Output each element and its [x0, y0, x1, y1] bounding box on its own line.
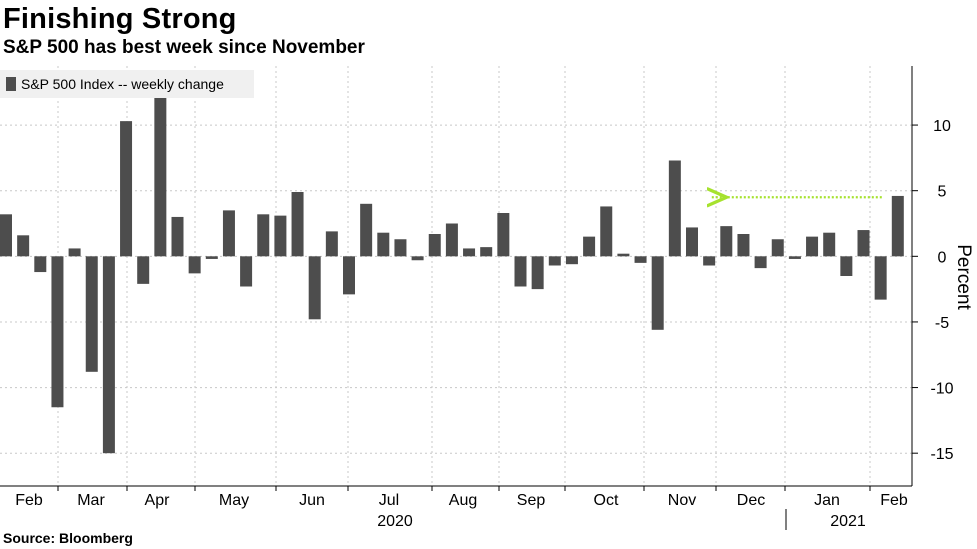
x-tick-label: May [219, 492, 249, 509]
bar [531, 256, 544, 290]
bar [428, 234, 441, 257]
bar [823, 232, 836, 257]
bar [617, 253, 630, 257]
bar [257, 214, 270, 257]
bar [754, 256, 767, 269]
bar-series [0, 97, 904, 454]
bar [205, 256, 218, 259]
bar [840, 256, 853, 276]
bar [720, 226, 733, 257]
legend-label: S&P 500 Index -- weekly change [21, 76, 224, 92]
bar [343, 256, 355, 295]
bar [120, 121, 133, 257]
bar [68, 248, 81, 257]
y-tick-label: 10 [933, 118, 951, 135]
y-tick-label: -10 [930, 381, 953, 398]
x-tick-label: Sep [517, 492, 546, 509]
bar [480, 247, 493, 257]
bar [308, 256, 321, 320]
chart-subtitle: S&P 500 has best week since November [3, 37, 365, 58]
chart-title: Finishing Strong [3, 3, 237, 35]
x-tick-label: Aug [449, 492, 477, 509]
x-tick-label: Jun [299, 492, 325, 509]
x-tick-label: Jul [379, 492, 399, 509]
bar [737, 234, 750, 257]
bar [497, 213, 510, 257]
legend-box [0, 70, 254, 98]
bar [806, 236, 819, 257]
bar [85, 256, 98, 372]
year-label: 2021 [830, 513, 866, 530]
bar [463, 248, 476, 257]
bar [548, 256, 561, 266]
bar [874, 256, 887, 300]
bar [703, 256, 716, 266]
x-tick-label: Oct [594, 492, 619, 509]
bar [137, 256, 150, 284]
y-tick-label: 0 [938, 249, 947, 266]
y-tick-label: 5 [938, 184, 947, 201]
bar [51, 256, 64, 408]
bar [565, 256, 578, 265]
year-label: 2020 [377, 513, 413, 530]
x-tick-label: Mar [77, 492, 105, 509]
legend: S&P 500 Index -- weekly change [0, 70, 254, 98]
bar [34, 256, 47, 273]
x-tick-label: Dec [737, 492, 765, 509]
bar [394, 239, 407, 257]
bar [360, 203, 373, 257]
bar [788, 256, 801, 259]
bar [634, 256, 647, 263]
bar [0, 214, 12, 257]
bar [668, 160, 681, 257]
bar [686, 227, 698, 257]
grid-lines [0, 66, 912, 486]
x-tick-label: Feb [880, 492, 908, 509]
x-tick-label: Nov [668, 492, 696, 509]
bar [583, 236, 596, 257]
bar [377, 232, 390, 257]
bar [445, 223, 458, 257]
x-tick-label: Feb [15, 492, 43, 509]
y-tick-label: -5 [935, 315, 949, 332]
source-note: Source: Bloomberg [3, 530, 133, 546]
bar [600, 206, 613, 257]
bar [651, 256, 664, 330]
y-tick-label: -15 [930, 446, 953, 463]
bar [171, 216, 184, 257]
bar [102, 256, 115, 454]
y-axis-label: Percent [953, 244, 974, 310]
bar [240, 256, 253, 287]
bar [514, 256, 527, 287]
bar [857, 230, 870, 257]
x-tick-label: Apr [145, 492, 171, 509]
bar [771, 239, 784, 257]
bar [411, 256, 424, 261]
bar [17, 235, 30, 257]
bar [188, 256, 201, 274]
bar [891, 195, 904, 257]
bar [222, 210, 235, 257]
legend-swatch [6, 77, 16, 91]
bar [325, 231, 338, 257]
bar [291, 192, 304, 257]
x-tick-label: Jan [814, 492, 840, 509]
bar [154, 97, 167, 257]
axes: 10 5 0 -5 -10 -15 Feb Mar Apr May Jun Jul Aug Sep Oct N… [0, 66, 954, 530]
bar [274, 215, 287, 257]
